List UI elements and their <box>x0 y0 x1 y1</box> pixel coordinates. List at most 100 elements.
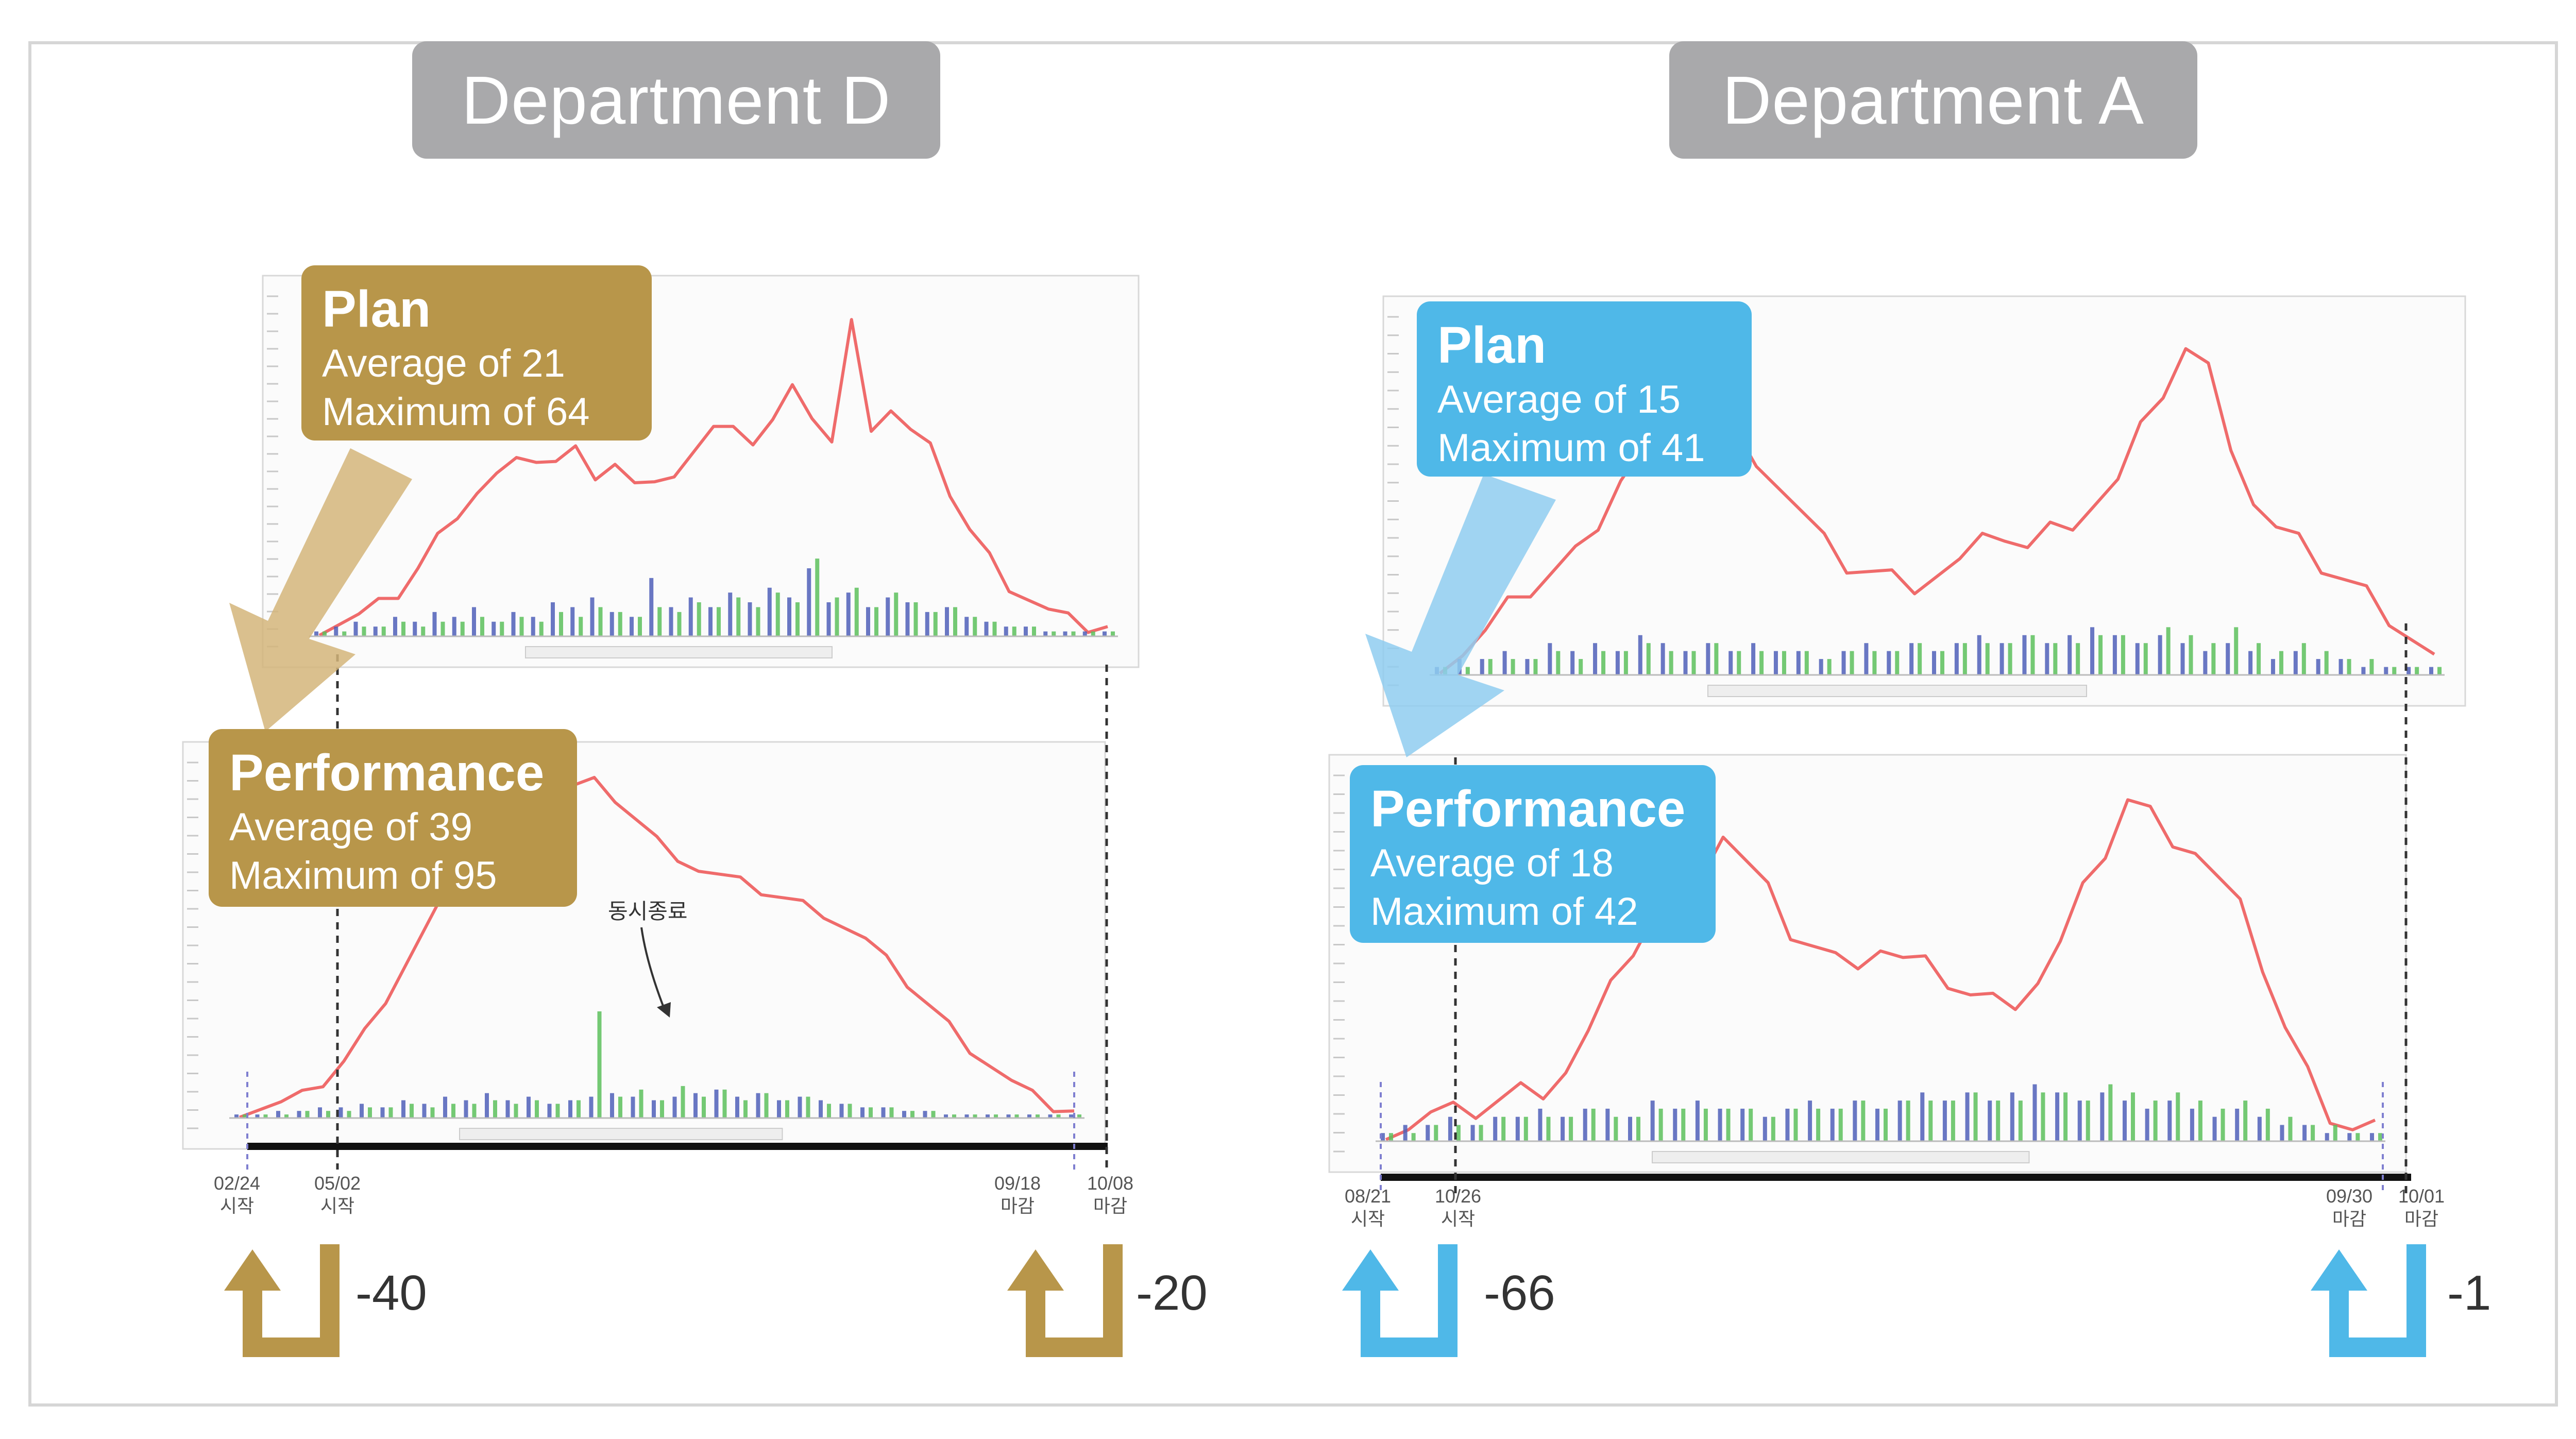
d-performance-series-1-bar <box>1069 1114 1073 1118</box>
d-plan-series-1-bar <box>1043 631 1048 636</box>
d-plan-series-1-bar <box>787 597 791 636</box>
d-performance-series-1-bar <box>464 1100 468 1118</box>
d-performance-series-1-bar <box>380 1107 385 1118</box>
d-performance-series-2-bar <box>1077 1114 1081 1118</box>
a-plan-series-2-bar <box>1579 659 1583 675</box>
a-performance-series-1-bar <box>2032 1084 2037 1141</box>
d-plan-series-2-bar <box>795 602 800 636</box>
a-performance-label: Performance Average of 18 Maximum of 42 <box>1350 765 1716 943</box>
a-performance-series-1-bar <box>1965 1092 1970 1141</box>
a-plan-series-1-bar <box>1977 635 1981 675</box>
d-start-uturn-icon <box>243 1244 340 1357</box>
a-performance-series-1-bar <box>1718 1108 1722 1141</box>
d-performance-series-2-bar <box>472 1104 477 1118</box>
a-performance-series-2-bar <box>1771 1116 1775 1141</box>
a-performance-series-2-bar <box>2243 1101 2248 1141</box>
d-plan-series-2-bar <box>775 592 780 636</box>
d-plan-series-1-bar <box>393 617 397 636</box>
a-performance-series-1-bar <box>2055 1092 2060 1141</box>
a-plan-series-1-bar <box>2270 659 2275 675</box>
d-plan-to-performance-arrow <box>229 448 412 732</box>
d-performance-series-1-bar <box>735 1096 739 1118</box>
d-plan-series-2-bar <box>717 607 721 636</box>
d-plan-series-1-bar <box>334 627 338 636</box>
d-performance-series-2-bar <box>368 1107 372 1118</box>
a-performance-series-2-bar <box>1726 1108 1731 1141</box>
a-performance-series-2-bar <box>1479 1125 1483 1141</box>
a-performance-series-1-bar <box>2325 1133 2329 1141</box>
d-plan-series-2-bar <box>835 597 839 636</box>
a-plan-series-1-bar <box>1660 643 1665 675</box>
a-plan-series-2-bar <box>2166 627 2171 675</box>
d-performance-series-1-bar <box>881 1107 886 1118</box>
a-performance-series-1-bar <box>2370 1133 2374 1141</box>
d-plan-series-2-bar <box>815 558 820 636</box>
d-plan-series-1-bar <box>649 578 654 636</box>
a-performance-series-line-0 <box>1385 798 2376 1141</box>
d-plan-series-1-bar <box>452 617 456 636</box>
d-performance-series-2-bar <box>869 1107 873 1118</box>
d-performance-series-2-bar <box>243 1114 247 1118</box>
a-plan-label: Plan Average of 15 Maximum of 41 <box>1417 301 1752 477</box>
a-performance-series-2-bar <box>2378 1133 2382 1141</box>
d-annotation-arrow <box>640 927 666 1010</box>
d-performance-series-2-bar <box>514 1104 518 1118</box>
a-date-start-b: 10/26 시작 <box>1434 1186 1482 1229</box>
a-plan-maximum: Maximum of 41 <box>1437 426 1705 470</box>
a-date-start-a: 08/21 시작 <box>1344 1186 1392 1229</box>
a-performance-series-2-bar <box>2153 1101 2158 1141</box>
a-plan-series-1-bar <box>1728 651 1733 675</box>
a-plan-series-2-bar <box>1714 643 1719 675</box>
a-plan-series-2-bar <box>2415 667 2419 675</box>
a-performance-series-1-bar <box>1426 1125 1430 1141</box>
a-performance-series-2-bar <box>2086 1101 2090 1141</box>
d-plan-series-2-bar <box>1091 631 1095 636</box>
d-plan-series-1-bar <box>511 612 516 636</box>
a-date-end-a: 09/30 마감 <box>2326 1186 2373 1229</box>
d-performance-series-2-bar <box>931 1111 936 1118</box>
d-performance-series-1-bar <box>568 1100 572 1118</box>
d-end-uturn-icon <box>1026 1244 1123 1357</box>
a-performance-series-2-bar <box>1569 1116 1573 1141</box>
d-plan-series-1-bar <box>807 568 811 636</box>
a-plan-series-2-bar <box>1601 651 1606 675</box>
d-performance-series-2-bar <box>889 1107 894 1118</box>
d-performance-series-1-bar <box>944 1114 948 1118</box>
d-performance-series-2-bar <box>597 1011 602 1118</box>
d-performance-series-2-bar <box>1056 1114 1061 1118</box>
d-annotation: 동시종료 <box>608 899 688 923</box>
a-performance-average: Average of 18 <box>1370 841 1614 885</box>
a-plan-series-2-bar <box>1691 651 1696 675</box>
a-performance-series-1-bar <box>2302 1125 2307 1141</box>
d-performance-maximum: Maximum of 95 <box>229 854 497 898</box>
a-plan-series-2-bar <box>1669 651 1673 675</box>
a-performance-series-2-bar <box>1456 1125 1461 1141</box>
d-plan-series-1-bar <box>866 607 870 636</box>
a-plan-series-1-bar <box>1706 643 1710 675</box>
a-performance-series-1-bar <box>2100 1092 2105 1141</box>
d-plan-series-2-bar <box>342 631 347 636</box>
a-plan-series-1-bar <box>2135 643 2140 675</box>
a-performance-series-1-bar <box>2145 1108 2149 1141</box>
figure-frame <box>28 41 2558 1407</box>
a-performance-series-1-bar <box>1808 1101 1812 1141</box>
a-performance-series-2-bar <box>1793 1108 1798 1141</box>
a-performance-series-2-bar <box>1658 1108 1663 1141</box>
d-date-start-b: 05/02 시작 <box>314 1173 361 1216</box>
a-performance-series-2-bar <box>2018 1101 2023 1141</box>
a-performance-series-1-bar <box>2010 1092 2014 1141</box>
d-performance-series-1-bar <box>505 1100 510 1118</box>
a-plan-series-1-bar <box>1570 651 1575 675</box>
a-plan-series-1-bar <box>1548 643 1552 675</box>
d-performance-series-1-bar <box>672 1096 677 1118</box>
d-plan-series-2-bar <box>677 612 682 636</box>
d-performance-series-2-bar <box>493 1100 497 1118</box>
a-end-uturn-icon-head <box>2311 1249 2367 1291</box>
a-plan-series-2-bar <box>2324 651 2329 675</box>
a-start-delta: -66 <box>1484 1265 1555 1321</box>
d-plan-series-2-bar <box>736 597 741 636</box>
d-plan-series-2-bar <box>381 627 386 636</box>
a-plan-series-line-0 <box>1439 347 2435 675</box>
d-performance-series-1-bar <box>276 1111 280 1118</box>
a-performance-series-1-bar <box>2347 1133 2352 1141</box>
